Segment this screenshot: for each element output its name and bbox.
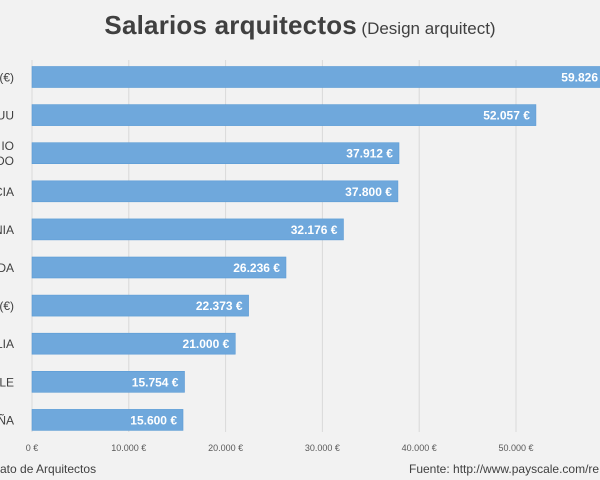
bar-data-label: 15.754 € — [132, 375, 179, 389]
category-label: UU — [0, 109, 14, 123]
bar — [31, 180, 399, 203]
bar — [31, 104, 537, 126]
category-label: NIA — [0, 223, 14, 237]
x-tick-label: 10.000 € — [111, 443, 146, 453]
footer-source-url: Fuente: http://www.payscale.com/re — [409, 462, 600, 476]
x-tick-label: 40.000 € — [402, 443, 437, 453]
category-label: IO DO — [0, 139, 14, 168]
bar-data-label: 15.600 € — [130, 413, 177, 427]
bar-data-label: 52.057 € — [483, 109, 530, 123]
bar-data-label: 21.000 € — [183, 337, 230, 351]
chart-title: Salarios arquitectos (Design arquitect) — [0, 10, 600, 41]
x-tick-label: 30.000 € — [305, 443, 340, 453]
bar — [31, 332, 236, 355]
category-label: LE — [0, 375, 14, 389]
category-label: (€) — [0, 71, 14, 85]
chart-title-main: Salarios arquitectos — [104, 10, 357, 40]
bar — [31, 256, 287, 279]
footer-source-left: ato de Arquitectos — [0, 462, 97, 476]
bar-data-label: 32.176 € — [291, 223, 338, 237]
category-label: LIA — [0, 337, 14, 351]
bar-data-label: 37.800 € — [345, 185, 392, 199]
category-label: ÑA — [0, 413, 14, 427]
category-label: DA — [0, 261, 14, 275]
bar-data-label: 26.236 € — [233, 261, 280, 275]
bar — [31, 218, 344, 241]
bar — [31, 370, 185, 393]
category-label: (€) — [0, 299, 14, 313]
bar-data-label: 22.373 € — [196, 299, 243, 313]
x-tick-label: 50.000 € — [498, 443, 533, 453]
bar-data-label: 59.826 — [561, 71, 598, 85]
chart-title-sub: (Design arquitect) — [361, 19, 496, 38]
bar-data-label: 37.912 € — [346, 147, 393, 161]
x-tick-label: 0 € — [26, 443, 39, 453]
bar — [31, 409, 184, 431]
bar — [31, 66, 600, 88]
category-label: CIA — [0, 185, 14, 199]
bar — [31, 142, 400, 164]
bar — [31, 294, 249, 317]
x-tick-label: 20.000 € — [208, 443, 243, 453]
